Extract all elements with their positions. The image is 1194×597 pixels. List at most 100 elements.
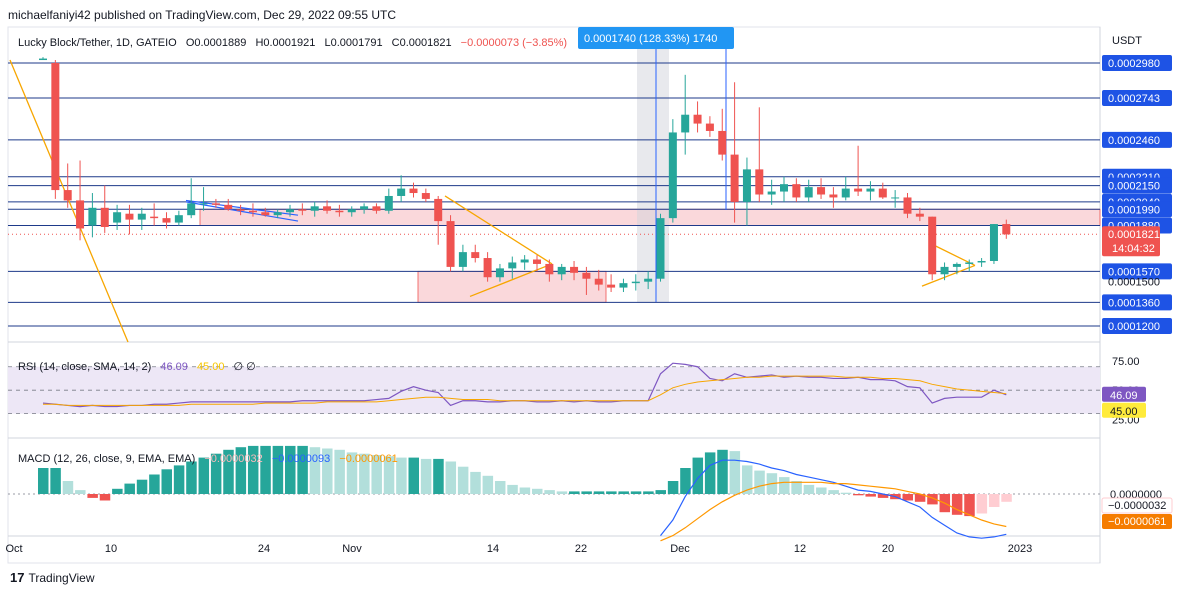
macd-hist-bar <box>371 455 382 494</box>
candle-body <box>51 63 60 191</box>
footer: 17 TradingView <box>10 570 95 585</box>
macd-hist-bar <box>62 481 74 494</box>
price-level-label <box>1102 90 1172 107</box>
candle-body <box>619 283 628 288</box>
macd-hist-bar <box>816 487 827 494</box>
candle-body <box>150 216 159 219</box>
macd-hist-bar <box>247 445 259 494</box>
candle-body <box>767 191 776 195</box>
macd-hist-bar <box>272 445 284 494</box>
triangle-lower-line <box>469 263 553 298</box>
macd-hist-bar <box>494 481 506 494</box>
macd-hist-bar <box>729 451 741 494</box>
current-price-label <box>1102 226 1160 257</box>
macd-hist-bar <box>544 490 555 494</box>
legend-rsi: RSI (14, close, SMA, 14, 2) 46.09 45.00 … <box>18 361 256 373</box>
macd-hist-bar <box>297 445 308 494</box>
price-level-label-text: 0.0001990 <box>1108 204 1160 216</box>
current-price-text: 0.0001821 <box>1108 229 1160 241</box>
price-level-label-text: 0.0002460 <box>1108 135 1160 147</box>
macd-hist-bar <box>124 483 135 494</box>
macd-hist-bar <box>643 491 654 494</box>
candle-body <box>965 262 974 264</box>
macd-hist-bar <box>396 457 407 494</box>
candle-body <box>792 184 801 198</box>
macd-hist-bar <box>865 494 876 497</box>
candle-body <box>397 188 406 196</box>
legend-change: −0.0000073 (−3.85%) <box>461 37 567 49</box>
macd-hist-bar <box>161 469 172 494</box>
candle-body <box>668 132 677 219</box>
drawings-layer <box>9 48 976 343</box>
candle-body <box>458 252 467 267</box>
axis-layer: 0.00029800.00027430.00024600.00022100.00… <box>5 55 1173 555</box>
candle-body <box>854 188 863 192</box>
macd-hist-bar <box>951 494 963 515</box>
macd-hist-bar <box>507 484 518 494</box>
macd-hist-bar <box>112 488 123 494</box>
macd-hist-bar <box>136 479 148 494</box>
macd-hist-label <box>1101 497 1173 514</box>
macd-hist-bar <box>309 447 321 494</box>
candle-body <box>76 200 85 229</box>
x-axis-tick: 12 <box>794 543 806 555</box>
macd-hist-bar <box>754 470 765 494</box>
triangle2-lower-line <box>921 264 976 287</box>
candle-body <box>446 221 455 267</box>
macd-hist-bar <box>186 461 197 494</box>
candle-body <box>780 184 788 192</box>
candle-body <box>495 268 504 278</box>
x-axis-tick: 22 <box>575 543 587 555</box>
macd-hist-bar <box>680 468 691 494</box>
candle-body <box>582 272 591 279</box>
candle-body <box>261 212 270 216</box>
macd-signal-line <box>660 481 1007 542</box>
macd-hist-bar <box>260 445 271 494</box>
candle-body <box>100 207 109 228</box>
candle-body <box>360 206 369 210</box>
macd-layer <box>8 445 1100 542</box>
candle-body <box>952 263 961 267</box>
candle-body <box>989 224 998 261</box>
macd-hist-bar <box>75 490 86 494</box>
x-axis-tick: 10 <box>105 543 117 555</box>
x-axis-tick: Oct <box>5 543 22 555</box>
candle-body <box>224 204 233 210</box>
footer-brand: TradingView <box>28 570 95 585</box>
macd-hist-bar <box>383 456 395 494</box>
rsi-sma-label <box>1102 402 1146 418</box>
candle-body <box>248 210 257 213</box>
macd-hist-bar <box>976 494 988 514</box>
candle-body <box>187 203 196 216</box>
candle-body <box>903 197 912 214</box>
candle-body <box>347 209 356 213</box>
macd-hist-bar <box>581 491 592 494</box>
candle-body <box>211 203 220 205</box>
candle-body <box>39 58 47 61</box>
candle-body <box>681 114 690 133</box>
legend-macd: MACD (12, 26, close, 9, EMA, EMA) −0.000… <box>18 453 398 465</box>
candle-body <box>730 154 739 202</box>
rsi-value-label <box>1102 386 1146 402</box>
macd-hist-bar <box>235 447 247 494</box>
macd-hist-bar <box>99 494 111 501</box>
candle-body <box>1002 224 1011 235</box>
rsi-value-text: 46.09 <box>1110 390 1138 402</box>
candle-body <box>718 130 727 155</box>
macd-hist-bar <box>38 468 49 494</box>
legend-low: L0.0001791 <box>324 37 382 49</box>
legend-main: Lucky Block/Tether, 1D, GATEIO O0.000188… <box>18 37 567 49</box>
candle-body <box>607 284 616 288</box>
candle-body <box>594 278 603 285</box>
candle-body <box>372 206 381 211</box>
macd-hist-text: −0.0000032 <box>1108 500 1166 512</box>
triangle2-upper-line <box>929 242 976 267</box>
macd-hist-bar <box>630 491 642 494</box>
rsi-axis-tick: 75.00 <box>1112 356 1140 368</box>
candle-body <box>829 194 838 198</box>
macd-hist-bar <box>741 465 753 494</box>
macd-hist-bar <box>532 488 543 494</box>
macd-hist-bar <box>87 494 98 498</box>
candle-body <box>891 197 900 199</box>
